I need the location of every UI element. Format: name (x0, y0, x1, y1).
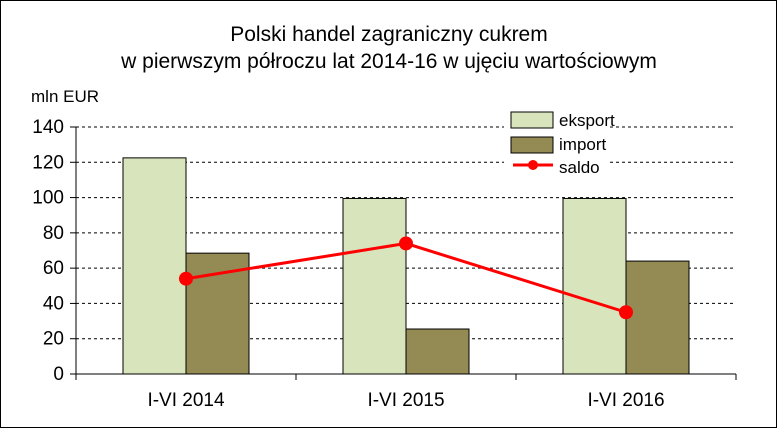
y-tick-label: 140 (32, 117, 64, 138)
legend-label-import: import (559, 135, 607, 154)
y-tick-label: 0 (53, 364, 64, 385)
marker-saldo (399, 236, 413, 251)
y-tick-label: 100 (32, 188, 64, 209)
chart-title-line-2: w pierwszym półroczu lat 2014-16 w ujęci… (120, 50, 657, 73)
y-axis-unit-label: mln EUR (31, 87, 99, 106)
bar-eksport (562, 197, 627, 375)
y-tick-label: 20 (43, 329, 64, 350)
legend: eksport import saldo (504, 95, 615, 177)
marker-saldo (619, 305, 633, 320)
axes (70, 126, 737, 380)
x-category-label: I-VI 2016 (587, 390, 664, 411)
legend-label-saldo: saldo (559, 158, 600, 177)
legend-swatch-import (510, 136, 554, 154)
axis-labels: 0 20 40 60 80 100 120 140 I-VI 2014 I-VI 2015 I-VI… (32, 117, 664, 411)
y-tick-label: 120 (32, 152, 64, 173)
bars (122, 157, 690, 375)
saldo-line-series (179, 236, 633, 320)
x-category-label: I-VI 2015 (367, 390, 444, 411)
y-tick-label: 60 (43, 258, 64, 279)
bar-eksport (122, 157, 187, 375)
marker-saldo (179, 271, 193, 286)
legend-background (504, 95, 608, 175)
bar-eksport (342, 197, 407, 375)
x-category-label: I-VI 2014 (147, 390, 225, 411)
legend-swatch-eksport (510, 111, 554, 129)
chart-title-line-1: Polski handel zagraniczny cukrem (230, 23, 547, 46)
y-tick-label: 80 (43, 223, 64, 244)
legend-label-eksport: eksport (559, 111, 615, 130)
legend-swatch-saldo-marker (528, 160, 538, 170)
bar-import (625, 260, 690, 375)
y-tick-label: 40 (43, 293, 64, 314)
bar-import (405, 328, 470, 375)
